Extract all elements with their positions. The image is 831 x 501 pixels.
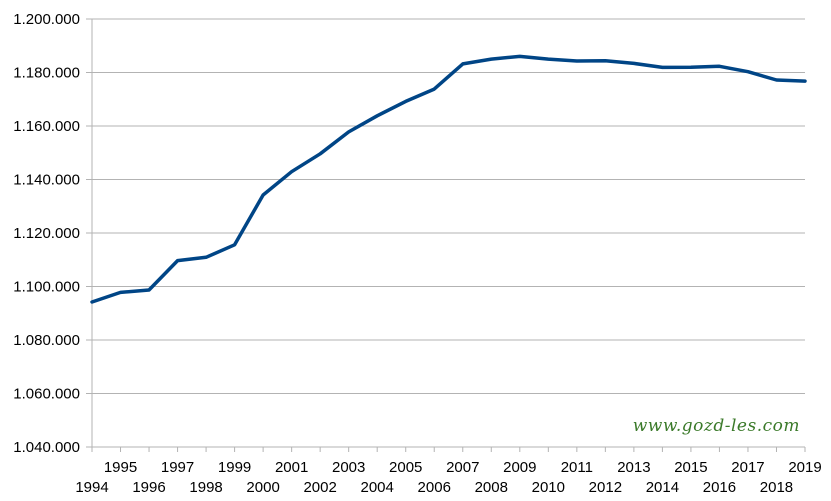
axes [86, 18, 806, 452]
grid-lines [92, 18, 805, 394]
x-tick-label: 2003 [332, 459, 365, 476]
x-tick-label: 2014 [646, 479, 679, 496]
x-tick-label: 1998 [189, 479, 222, 496]
x-tick-label: 2013 [617, 459, 650, 476]
x-tick-label: 2005 [389, 459, 422, 476]
y-tick-label: 1.060.000 [13, 386, 80, 403]
x-tick-label: 2012 [589, 479, 622, 496]
y-tick-label: 1.180.000 [13, 65, 80, 82]
x-tick-labels: 1994 1995 1996 1997 1998 1999 2000 2001 2002 2003… [75, 459, 821, 496]
x-tick-label: 2002 [303, 479, 336, 496]
x-tick-label: 2019 [788, 459, 821, 476]
y-tick-label: 1.080.000 [13, 332, 80, 349]
x-tick-label: 1999 [218, 459, 251, 476]
x-tick-label: 1997 [161, 459, 194, 476]
series-line [90, 54, 807, 304]
x-tick-label: 2015 [674, 459, 707, 476]
x-tick-label: 2006 [418, 479, 451, 496]
x-tick-label: 1994 [75, 479, 108, 496]
y-tick-labels: 1.040.000 1.060.000 1.080.000 1.100.000 1.12… [13, 11, 80, 456]
x-tick-label: 2009 [503, 459, 536, 476]
x-tick-label: 2016 [703, 479, 736, 496]
x-tick-label: 2010 [532, 479, 565, 496]
y-tick-label: 1.040.000 [13, 439, 80, 456]
series-group [90, 54, 807, 304]
y-tick-label: 1.100.000 [13, 279, 80, 296]
x-tick-label: 2004 [361, 479, 394, 496]
x-tick-label: 2007 [446, 459, 479, 476]
y-tick-label: 1.200.000 [13, 11, 80, 28]
x-tick-label: 1995 [104, 459, 137, 476]
x-tick-label: 2017 [731, 459, 764, 476]
x-tick-label: 2008 [475, 479, 508, 496]
x-tick-label: 2001 [275, 459, 308, 476]
x-tick-label: 2000 [246, 479, 279, 496]
x-tick-label: 1996 [132, 479, 165, 496]
x-tick-label: 2018 [760, 479, 793, 496]
y-tick-label: 1.140.000 [13, 172, 80, 189]
watermark-text: www.gozd-les.com [633, 416, 800, 436]
y-tick-label: 1.160.000 [13, 118, 80, 135]
x-tick-label: 2011 [561, 459, 593, 476]
y-tick-label: 1.120.000 [13, 225, 80, 242]
